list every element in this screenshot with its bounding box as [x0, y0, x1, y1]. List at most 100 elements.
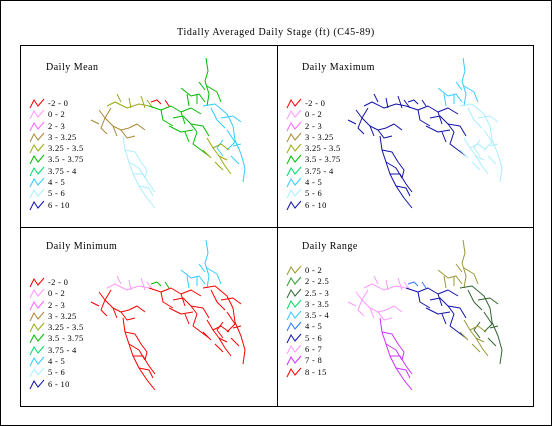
legend-swatch	[29, 166, 45, 177]
channel-segment	[429, 297, 455, 315]
channel-accent	[150, 99, 170, 107]
channel-segment	[204, 57, 210, 107]
legend-label: 3 - 3.25	[48, 310, 77, 321]
channel-segment	[441, 131, 447, 143]
channel-segment	[405, 365, 413, 375]
channel-center-east	[405, 287, 467, 339]
legend-item: 5 - 6	[286, 188, 396, 199]
channel-segment	[180, 111, 186, 125]
channel-segment	[421, 99, 427, 107]
channel-segment	[385, 123, 403, 131]
channel-segment	[138, 367, 154, 379]
channel-segment	[397, 95, 403, 109]
channel-segment	[449, 313, 459, 333]
channel-segment	[100, 117, 108, 135]
channel-southeast	[202, 319, 232, 357]
legend-swatch	[29, 189, 45, 199]
panel-title: Daily Mean	[46, 62, 99, 73]
channel-segment	[363, 101, 407, 109]
legend-swatch	[286, 132, 302, 143]
channel-segment	[385, 97, 389, 109]
legend-label: 4 - 5	[305, 321, 323, 332]
channel-segment	[220, 297, 242, 305]
channel-segment	[184, 131, 190, 143]
legend-label: 5 - 6	[48, 367, 66, 378]
channel-segment	[373, 93, 379, 103]
legend-swatch	[286, 276, 302, 287]
channel-segment	[120, 311, 136, 321]
channel-segment	[487, 337, 497, 347]
legend-swatch	[286, 333, 302, 344]
legend-item: 3.5 - 3.75	[286, 154, 396, 165]
legend-swatch	[286, 288, 302, 298]
map-daily-range	[347, 239, 503, 391]
panel-title: Daily Range	[302, 241, 358, 252]
channel-segment	[120, 129, 136, 139]
channel-segment	[202, 103, 246, 183]
legend-item: 3 - 3.5	[286, 299, 396, 310]
channel-segment	[477, 115, 499, 123]
legend-swatch	[29, 143, 45, 154]
legend-item: 3.25 - 3.5	[286, 143, 396, 154]
legend-label: 6 - 10	[305, 199, 327, 210]
legend-label: 3.75 - 4	[48, 344, 77, 355]
channel-segment	[473, 139, 481, 157]
legend-label: -2 - 0	[48, 98, 69, 108]
grid-divider-horizontal	[21, 227, 533, 228]
legend-label: -2 - 0	[305, 98, 326, 108]
channel-segment	[363, 283, 407, 291]
channel-segment	[447, 305, 467, 319]
channel-segment	[216, 321, 224, 339]
legend-item: 2.5 - 3	[286, 288, 396, 299]
channel-segment	[477, 297, 499, 305]
channel-segment	[164, 99, 170, 107]
legend-label: 7 - 8	[305, 355, 323, 366]
channel-segment	[463, 85, 479, 103]
channel-segment	[168, 307, 194, 315]
legend-item: 4 - 5	[286, 321, 396, 332]
legend-item: 4 - 5	[29, 356, 139, 367]
channel-segment	[180, 87, 206, 103]
channel-segment	[104, 107, 112, 119]
channel-segment	[168, 125, 194, 133]
channel-segment	[390, 355, 407, 367]
legend-swatch	[29, 200, 45, 210]
legend-label: 5 - 6	[48, 188, 66, 199]
channel-segment	[186, 93, 190, 107]
channel-segment	[397, 277, 403, 291]
legend-swatch	[286, 143, 302, 154]
legend-item: -2 - 0	[29, 98, 139, 109]
legend-swatch	[29, 132, 45, 143]
channel-segment	[361, 107, 369, 119]
channel-segment	[124, 331, 142, 345]
channel-segment	[140, 277, 146, 291]
legend-item: 4 - 5	[286, 177, 396, 188]
channel-segment	[455, 263, 463, 273]
legend-swatch	[29, 121, 45, 131]
channel-segment	[90, 119, 100, 125]
channel-segment	[455, 81, 463, 91]
channel-segment	[106, 101, 150, 109]
channel-segment	[429, 115, 455, 133]
channel-segment	[204, 239, 210, 289]
legend-swatch	[286, 155, 302, 165]
channel-segment	[463, 267, 479, 285]
channel-segment	[124, 149, 142, 163]
legend-swatch	[29, 177, 45, 188]
legend-label: 3.5 - 3.75	[48, 154, 84, 165]
channel-segment	[461, 57, 467, 107]
channel-segment	[150, 99, 162, 105]
channel-segment	[459, 103, 503, 183]
channel-segment	[381, 331, 399, 345]
legend-swatch	[286, 299, 302, 310]
channel-segment	[214, 161, 224, 171]
channel-segment	[397, 343, 405, 361]
channel-segment	[128, 123, 146, 131]
channel-segment	[395, 185, 411, 197]
channel-segment	[186, 275, 190, 289]
legend-item: 6 - 10	[29, 200, 139, 211]
channel-segment	[381, 149, 399, 163]
channel-southeast	[202, 137, 232, 175]
